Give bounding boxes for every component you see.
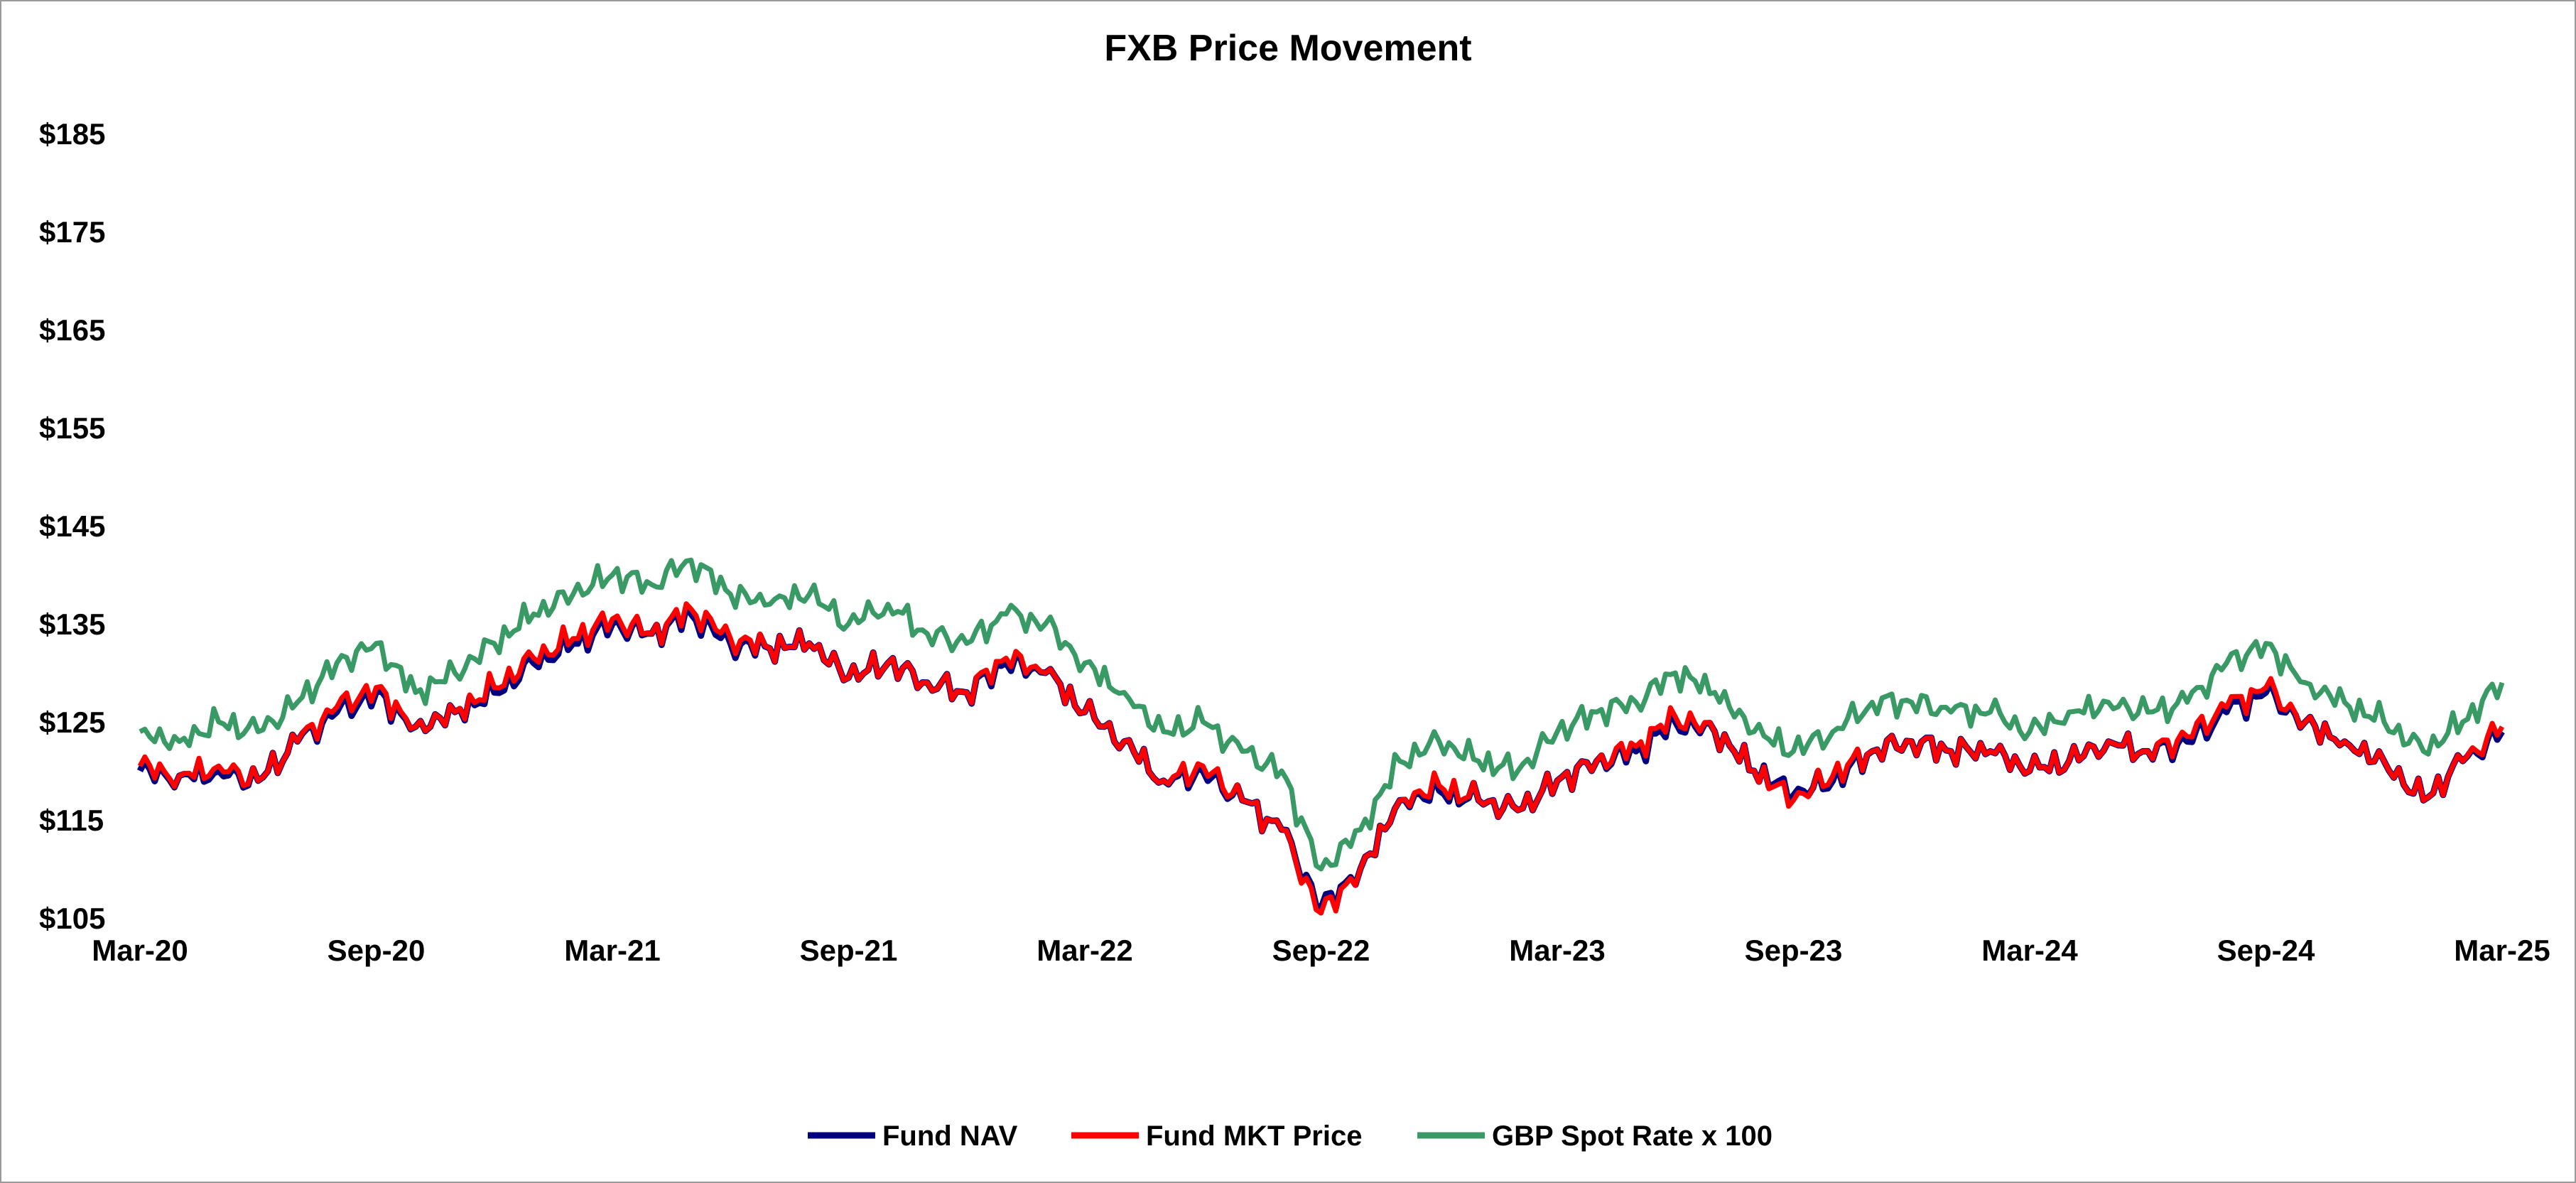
- y-tick-label: $155: [39, 411, 105, 445]
- x-tick-label: Mar-23: [1509, 934, 1605, 967]
- y-tick-label: $165: [39, 313, 105, 347]
- chart-title: FXB Price Movement: [1104, 28, 1471, 69]
- plot-area: [136, 557, 2505, 916]
- x-tick-label: Mar-22: [1037, 934, 1132, 967]
- y-tick-label: $185: [39, 117, 105, 151]
- series-line-fund-nav: [136, 605, 2505, 912]
- x-tick-label: Mar-25: [2454, 934, 2550, 967]
- x-tick-label: Mar-21: [564, 934, 660, 967]
- y-tick-label: $105: [39, 902, 105, 935]
- legend-label: GBP Spot Rate x 100: [1492, 1120, 1773, 1152]
- y-tick-label: $145: [39, 509, 105, 543]
- legend: Fund NAV Fund MKT Price GBP Spot Rate x 10…: [808, 1120, 1773, 1152]
- y-tick-label: $115: [39, 804, 104, 837]
- series-line-gbp-spot-rate-x-100: [139, 557, 2505, 872]
- y-tick-label: $125: [39, 706, 105, 739]
- x-tick-label: Sep-23: [1745, 934, 1843, 967]
- x-tick-label: Sep-21: [800, 934, 898, 967]
- x-tick-label: Sep-24: [2217, 934, 2315, 967]
- legend-label: Fund MKT Price: [1146, 1120, 1362, 1152]
- y-tick-label: $175: [39, 215, 105, 249]
- x-tick-label: Mar-24: [1981, 934, 2078, 967]
- x-axis: Mar-20 Sep-20 Mar-21 Sep-21 Mar-22 Sep-22 Mar-…: [92, 934, 2550, 967]
- series-line-fund-mkt-price: [137, 601, 2505, 916]
- x-tick-label: Sep-20: [328, 934, 426, 967]
- y-tick-label: $135: [39, 607, 105, 641]
- x-tick-label: Sep-22: [1272, 934, 1370, 967]
- x-tick-label: Mar-20: [92, 934, 188, 967]
- legend-label: Fund NAV: [882, 1120, 1018, 1152]
- y-axis: $105 $115 $125 $135 $145 $155 $165 $175 $185: [39, 117, 105, 935]
